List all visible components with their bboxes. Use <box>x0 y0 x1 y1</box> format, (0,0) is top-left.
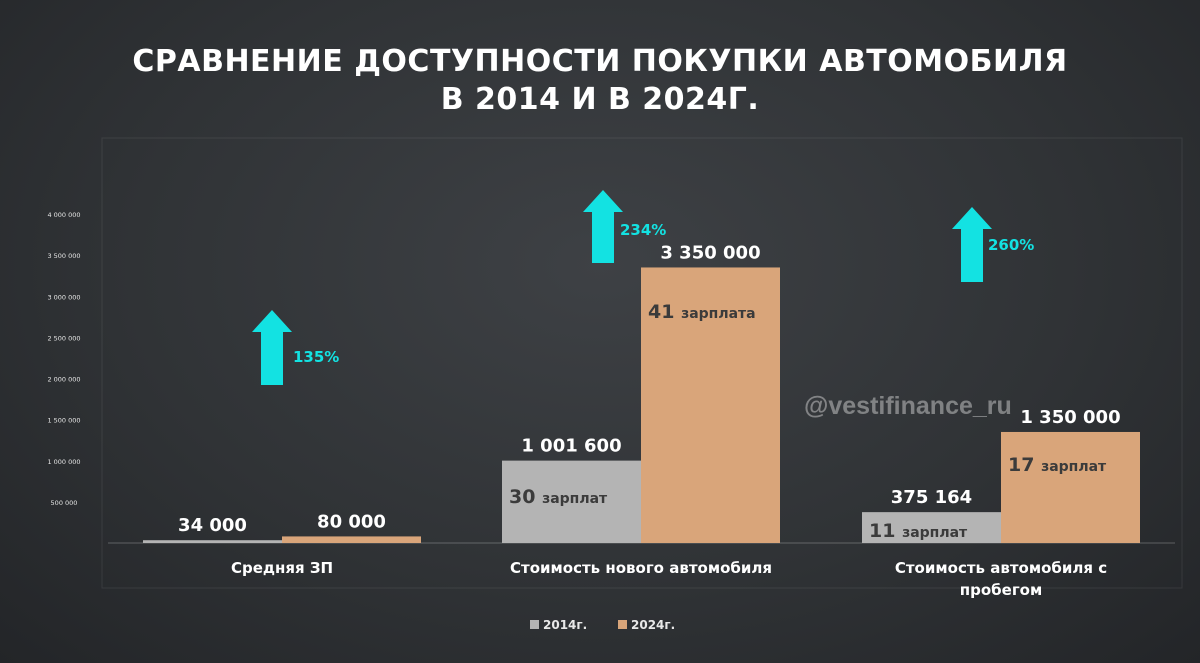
plot-frame <box>101 137 1183 589</box>
y-tick-label: 2 000 000 <box>47 376 80 384</box>
category-label: Стоимость нового автомобиля <box>510 559 772 577</box>
y-tick-label: 3 000 000 <box>47 293 80 301</box>
chart-title-line-2: В 2014 И В 2024Г. <box>440 82 760 117</box>
up-arrow-icon <box>583 190 623 263</box>
data-label: 34 000 <box>178 515 247 536</box>
growth-percent-label: 135% <box>293 348 339 366</box>
data-label: 3 350 000 <box>660 242 760 263</box>
chart-title-line-1: СРАВНЕНИЕ ДОСТУПНОСТИ ПОКУПКИ АВТОМОБИЛЯ <box>132 44 1068 79</box>
legend-swatch-2014 <box>530 620 539 629</box>
bar-2014 <box>502 460 641 543</box>
bar-inner-label: 17 зарплат <box>1008 454 1107 476</box>
bar-inner-label: 41 зарплата <box>648 301 756 323</box>
data-label: 80 000 <box>317 511 386 532</box>
bar-2024 <box>641 267 780 543</box>
y-tick-label: 1 500 000 <box>47 417 80 425</box>
y-tick-label: 500 000 <box>51 499 78 507</box>
category-label: Стоимость автомобиля с <box>895 559 1107 577</box>
data-label: 1 350 000 <box>1020 407 1120 428</box>
category-label: Средняя ЗП <box>231 559 333 577</box>
growth-percent-label: 260% <box>988 236 1034 254</box>
up-arrow-icon <box>252 310 292 385</box>
legend-label: 2024г. <box>631 618 675 632</box>
up-arrow-icon <box>952 207 992 282</box>
growth-percent-label: 234% <box>620 221 666 239</box>
legend-swatch-2024 <box>618 620 627 629</box>
bar-inner-label: 11 зарплат <box>869 520 968 542</box>
watermark-text: @vestifinance_ru <box>804 392 1012 420</box>
legend-label: 2014г. <box>543 618 587 632</box>
data-label: 375 164 <box>891 487 972 508</box>
bar-2014 <box>862 512 1001 543</box>
bar-2024 <box>282 536 421 543</box>
bar-2014 <box>143 540 282 543</box>
y-tick-label: 4 000 000 <box>47 211 80 219</box>
y-tick-label: 3 500 000 <box>47 252 80 260</box>
data-label: 1 001 600 <box>521 436 621 457</box>
y-tick-label: 2 500 000 <box>47 334 80 342</box>
y-tick-label: 1 000 000 <box>47 458 80 466</box>
bar-2024 <box>1001 431 1140 543</box>
bar-inner-label: 30 зарплат <box>509 486 608 508</box>
category-label: пробегом <box>960 581 1042 599</box>
